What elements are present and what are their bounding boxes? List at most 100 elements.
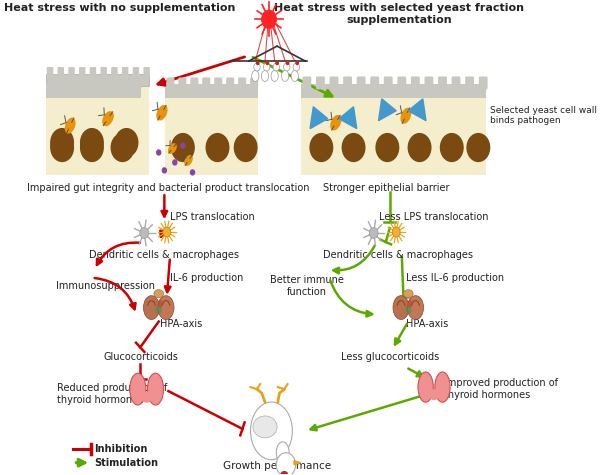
FancyBboxPatch shape [370, 76, 379, 89]
Circle shape [115, 129, 138, 156]
FancyBboxPatch shape [72, 77, 80, 89]
FancyBboxPatch shape [202, 77, 211, 89]
Ellipse shape [281, 472, 287, 475]
FancyBboxPatch shape [47, 77, 55, 89]
Text: Selected yeast cell wall
binds pathogen: Selected yeast cell wall binds pathogen [490, 106, 598, 125]
FancyBboxPatch shape [68, 67, 75, 77]
Ellipse shape [401, 108, 410, 123]
Polygon shape [379, 99, 396, 121]
FancyBboxPatch shape [47, 67, 53, 77]
Ellipse shape [418, 372, 433, 402]
Polygon shape [408, 99, 426, 121]
Text: Heat stress with no supplementation: Heat stress with no supplementation [4, 3, 236, 13]
Ellipse shape [185, 156, 192, 165]
FancyBboxPatch shape [411, 76, 420, 89]
Circle shape [310, 133, 332, 162]
FancyBboxPatch shape [301, 98, 487, 175]
Polygon shape [339, 107, 357, 129]
FancyBboxPatch shape [214, 77, 222, 89]
Ellipse shape [169, 144, 176, 153]
Ellipse shape [253, 416, 277, 438]
Ellipse shape [155, 304, 162, 314]
FancyBboxPatch shape [226, 77, 234, 89]
FancyBboxPatch shape [452, 76, 460, 89]
Text: LPS translocation: LPS translocation [170, 212, 255, 222]
FancyBboxPatch shape [165, 98, 258, 175]
Circle shape [163, 227, 171, 237]
Ellipse shape [276, 442, 289, 464]
Circle shape [408, 133, 431, 162]
Circle shape [51, 129, 73, 156]
Circle shape [235, 133, 257, 162]
Ellipse shape [403, 290, 413, 298]
Circle shape [392, 227, 400, 237]
FancyBboxPatch shape [133, 77, 142, 89]
Ellipse shape [286, 62, 289, 65]
Circle shape [80, 129, 103, 156]
Circle shape [342, 133, 365, 162]
Circle shape [163, 168, 166, 173]
FancyBboxPatch shape [316, 76, 325, 89]
Circle shape [157, 150, 161, 155]
Ellipse shape [257, 62, 259, 65]
Circle shape [111, 133, 134, 162]
Text: Dendritic cells & macrophages: Dendritic cells & macrophages [323, 250, 473, 260]
Text: HPA-axis: HPA-axis [406, 320, 448, 330]
Circle shape [273, 63, 280, 71]
Ellipse shape [158, 295, 174, 320]
FancyBboxPatch shape [479, 76, 488, 89]
Text: Growth performance: Growth performance [223, 461, 331, 471]
Text: Dendritic cells & macrophages: Dendritic cells & macrophages [89, 250, 239, 260]
FancyBboxPatch shape [329, 76, 338, 89]
Text: HPA-axis: HPA-axis [160, 320, 203, 330]
Ellipse shape [103, 112, 113, 125]
Circle shape [263, 63, 270, 71]
FancyBboxPatch shape [109, 77, 117, 89]
Text: Inhibition: Inhibition [94, 444, 148, 454]
FancyBboxPatch shape [90, 67, 96, 77]
Circle shape [140, 228, 149, 238]
Circle shape [293, 63, 299, 71]
Ellipse shape [148, 373, 164, 405]
FancyBboxPatch shape [59, 77, 68, 89]
FancyBboxPatch shape [301, 84, 487, 98]
FancyBboxPatch shape [100, 67, 107, 77]
Circle shape [440, 133, 463, 162]
Ellipse shape [271, 70, 278, 81]
FancyBboxPatch shape [79, 67, 85, 77]
Ellipse shape [331, 115, 341, 130]
Circle shape [369, 228, 378, 238]
FancyBboxPatch shape [46, 86, 149, 175]
Ellipse shape [435, 372, 450, 402]
FancyBboxPatch shape [178, 77, 187, 89]
Circle shape [191, 170, 194, 175]
FancyBboxPatch shape [424, 76, 433, 89]
FancyBboxPatch shape [250, 77, 258, 89]
FancyBboxPatch shape [397, 76, 406, 89]
Ellipse shape [407, 300, 412, 308]
FancyBboxPatch shape [121, 77, 129, 89]
Circle shape [181, 143, 185, 148]
Text: Glucocorticoids: Glucocorticoids [104, 352, 179, 362]
FancyBboxPatch shape [438, 76, 447, 89]
FancyBboxPatch shape [46, 74, 149, 86]
FancyBboxPatch shape [111, 67, 118, 77]
Circle shape [173, 160, 177, 165]
Ellipse shape [281, 70, 289, 81]
FancyBboxPatch shape [190, 77, 199, 89]
Ellipse shape [291, 70, 298, 81]
FancyBboxPatch shape [343, 76, 352, 89]
Ellipse shape [65, 118, 75, 133]
Text: Less glucocorticoids: Less glucocorticoids [341, 352, 440, 362]
Ellipse shape [252, 70, 259, 81]
Polygon shape [294, 461, 301, 465]
Ellipse shape [130, 373, 146, 405]
FancyBboxPatch shape [238, 77, 246, 89]
Circle shape [276, 453, 296, 475]
Text: Better immune
function: Better immune function [270, 275, 344, 296]
Text: Less LPS translocation: Less LPS translocation [379, 212, 489, 222]
Ellipse shape [251, 402, 292, 460]
Circle shape [254, 63, 260, 71]
Ellipse shape [143, 295, 160, 320]
Circle shape [51, 133, 73, 162]
